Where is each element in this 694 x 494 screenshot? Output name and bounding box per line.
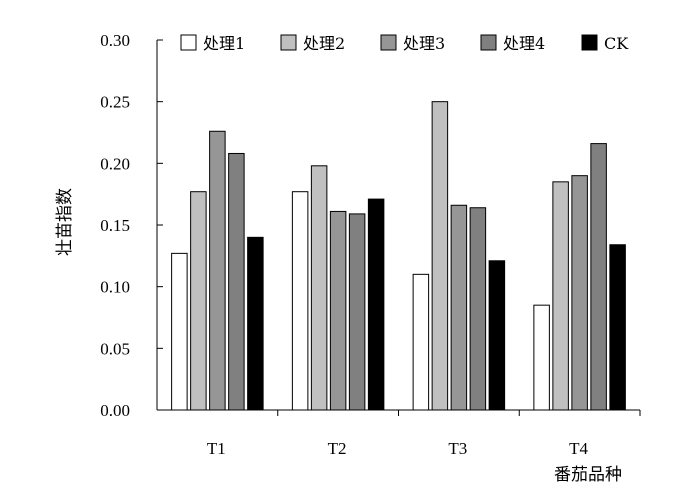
y-axis-ticks: 0.00 0.05 0.10 0.15 0.20 0.25 0.30 <box>100 31 163 420</box>
x-tick-label: T3 <box>448 439 467 458</box>
legend-label: 处理1 <box>203 34 245 53</box>
bar-T3-series-2 <box>431 101 449 411</box>
legend: 处理1 处理2 处理3 处理4 CK <box>180 34 629 53</box>
bar-T1-series-5 <box>247 236 264 411</box>
bar-T4-series-4 <box>590 143 607 411</box>
y-tick-label: 0.05 <box>100 339 130 358</box>
legend-swatch <box>280 34 297 51</box>
legend-label: 处理3 <box>403 34 445 53</box>
bar-T2-series-4 <box>348 213 366 411</box>
legend-swatch <box>581 34 598 51</box>
bar-T2-series-2 <box>310 165 328 411</box>
bars <box>171 101 626 411</box>
y-tick-label: 0.20 <box>100 154 130 173</box>
y-tick-label: 0.10 <box>100 278 130 297</box>
bar-T1-series-1 <box>171 252 188 411</box>
bar-T2-series-5 <box>367 198 385 411</box>
y-tick-label: 0.00 <box>100 401 130 420</box>
x-tick-label: T2 <box>328 439 347 458</box>
bar-T2-series-3 <box>329 210 347 411</box>
legend-label: 处理4 <box>503 34 545 53</box>
legend-swatch <box>480 34 497 51</box>
legend-swatch <box>380 34 397 51</box>
bar-T3-series-4 <box>469 207 487 411</box>
bar-T4-series-1 <box>533 304 550 411</box>
legend-label: CK <box>604 34 629 53</box>
bar-T4-series-3 <box>571 175 588 411</box>
bar-T3-series-5 <box>488 260 506 411</box>
y-tick-label: 0.30 <box>100 31 130 50</box>
x-axis-ticks: T1 T2 T3 T4 <box>207 410 641 458</box>
x-tick-label: T1 <box>207 439 226 458</box>
bar-T2-series-1 <box>291 191 309 411</box>
bar-T4-series-2 <box>552 181 569 411</box>
y-axis-title: 壮苗指数 <box>55 188 75 256</box>
bar-T3-series-3 <box>450 204 468 411</box>
x-tick-label: T4 <box>569 439 588 458</box>
x-axis-title: 番茄品种 <box>554 465 622 485</box>
legend-label: 处理2 <box>303 34 345 53</box>
bar-T1-series-4 <box>228 152 245 411</box>
bar-T1-series-3 <box>209 130 226 411</box>
bar-T4-series-5 <box>609 244 626 411</box>
y-tick-label: 0.15 <box>100 216 130 235</box>
y-tick-label: 0.25 <box>100 93 130 112</box>
bar-T3-series-1 <box>412 273 430 411</box>
bar-T1-series-2 <box>190 191 207 411</box>
legend-swatch <box>180 34 197 51</box>
